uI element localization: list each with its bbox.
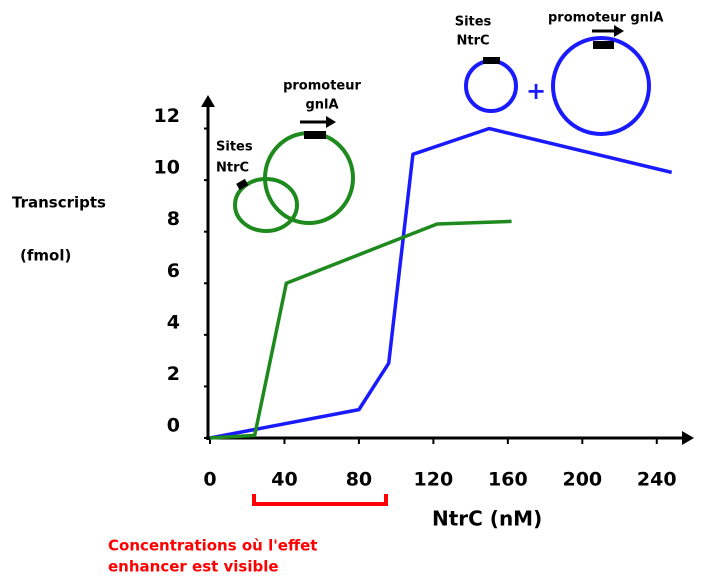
annotation: promoteur gnlA [548, 11, 663, 26]
y-axis-label: (fmol) [20, 247, 71, 265]
annotation: enhancer est visible [108, 558, 279, 576]
promoter-marker [593, 41, 614, 49]
annotation: promoteur [283, 79, 361, 94]
series-line [209, 219, 512, 440]
x-tick-label: 160 [488, 469, 528, 491]
annotation: NtrC [456, 34, 489, 49]
y-tick-label: 6 [167, 260, 180, 282]
annotation: + [526, 77, 546, 105]
y-axis-label: Transcripts [12, 194, 106, 212]
annotation: gnlA [305, 98, 338, 113]
plasmid-promoter [263, 131, 355, 225]
x-tick-label: 80 [346, 469, 372, 491]
x-tick-label: 120 [414, 469, 454, 491]
annotation: NtrC [216, 161, 249, 176]
y-tick-label: 2 [167, 363, 180, 385]
y-tick-label: 4 [167, 311, 180, 333]
x-axis-arrow [682, 431, 694, 445]
site-marker [236, 178, 249, 190]
x-tick-label: 40 [271, 469, 297, 491]
promoter-marker [304, 131, 326, 139]
arrow-head [614, 25, 624, 37]
y-tick-label: 0 [167, 415, 180, 437]
x-tick-label: 240 [637, 469, 677, 491]
plasmid-promoter [551, 36, 651, 136]
series-line [209, 126, 673, 440]
arrow-head [326, 116, 336, 128]
x-tick-label: 200 [562, 469, 602, 491]
y-tick-label: 10 [154, 157, 180, 179]
y-axis-arrow [201, 95, 215, 107]
annotation: Sites [455, 15, 492, 30]
plasmid-sites [464, 59, 518, 113]
site-marker [483, 57, 500, 64]
annotation: Sites [216, 140, 253, 155]
x-axis-label: NtrC (nM) [432, 507, 542, 531]
y-tick-label: 8 [167, 208, 180, 230]
x-tick-label: 0 [203, 469, 216, 491]
y-tick-label: 12 [154, 105, 180, 127]
annotation: Concentrations où l'effet [108, 537, 317, 555]
